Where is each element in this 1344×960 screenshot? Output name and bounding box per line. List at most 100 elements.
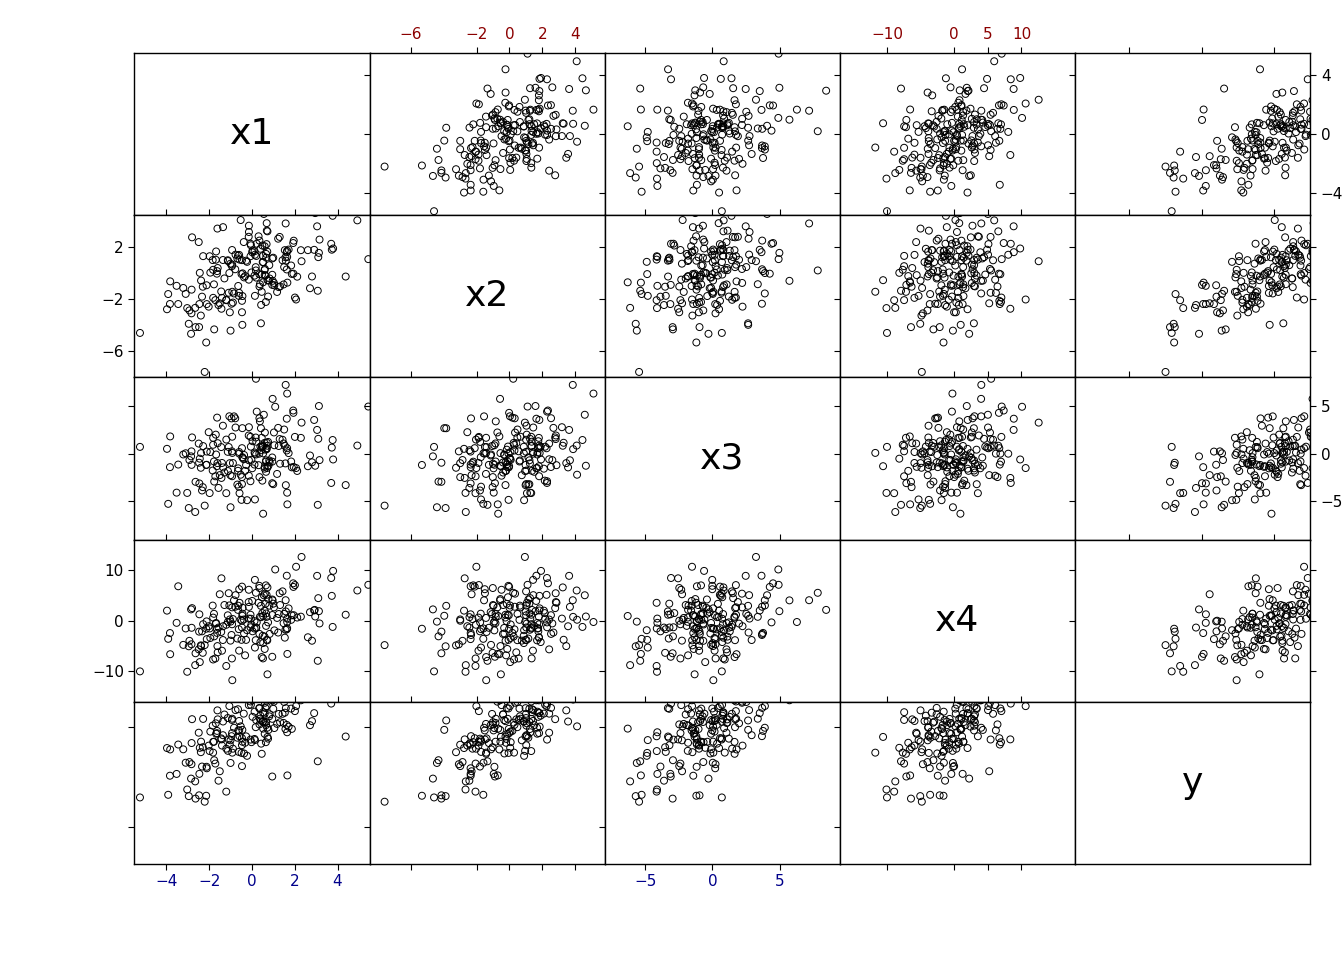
Point	[687, 178, 708, 193]
Point	[688, 139, 710, 155]
Point	[520, 160, 542, 176]
Point	[521, 438, 543, 453]
Point	[723, 689, 745, 705]
Point	[285, 461, 306, 476]
Point	[953, 119, 974, 134]
Point	[953, 707, 974, 722]
Point	[980, 108, 1001, 123]
Point	[1258, 135, 1279, 151]
Point	[1285, 444, 1306, 460]
Point	[900, 479, 922, 494]
Point	[190, 460, 211, 475]
Point	[1293, 461, 1314, 476]
Point	[251, 238, 273, 253]
Point	[521, 136, 543, 152]
Point	[203, 753, 224, 768]
Point	[964, 271, 985, 286]
Point	[247, 595, 269, 611]
Point	[668, 133, 689, 149]
Point	[156, 740, 177, 756]
Point	[1312, 620, 1333, 636]
Point	[528, 726, 550, 741]
Point	[1282, 607, 1304, 622]
Point	[210, 468, 231, 483]
Point	[816, 631, 837, 646]
Point	[473, 409, 495, 424]
Point	[964, 409, 985, 424]
Point	[520, 486, 542, 501]
Point	[469, 483, 491, 498]
Point	[668, 717, 689, 732]
Point	[696, 132, 718, 148]
Point	[957, 301, 978, 317]
Point	[1255, 611, 1277, 626]
Point	[253, 407, 274, 422]
Point	[460, 632, 481, 647]
Point	[934, 773, 956, 788]
Point	[476, 140, 497, 156]
Point	[1241, 269, 1262, 284]
Point	[962, 138, 984, 154]
Point	[546, 688, 567, 704]
Point	[523, 135, 544, 151]
Point	[1321, 98, 1343, 113]
Point	[711, 586, 732, 601]
Point	[1340, 123, 1344, 138]
Point	[953, 288, 974, 303]
Point	[1274, 439, 1296, 454]
Point	[517, 591, 539, 607]
Point	[515, 608, 536, 623]
Point	[515, 707, 536, 722]
Point	[503, 437, 524, 452]
Point	[941, 244, 962, 259]
Point	[938, 468, 960, 484]
Point	[960, 719, 981, 734]
Point	[1314, 232, 1336, 248]
Point	[681, 244, 703, 259]
Point	[993, 98, 1015, 113]
Point	[692, 606, 714, 621]
Point	[481, 439, 503, 454]
Point	[245, 585, 266, 600]
Point	[536, 696, 558, 711]
Point	[219, 737, 241, 753]
Point	[538, 576, 559, 591]
Point	[234, 269, 255, 284]
Point	[519, 452, 540, 468]
Point	[941, 115, 962, 131]
Point	[1250, 457, 1271, 472]
Point	[942, 743, 964, 758]
Point	[504, 599, 526, 614]
Point	[559, 452, 581, 468]
Point	[902, 260, 923, 276]
Point	[468, 738, 489, 754]
Point	[1274, 260, 1296, 276]
Point	[462, 454, 484, 469]
Point	[708, 185, 730, 201]
Point	[251, 606, 273, 621]
Point	[540, 98, 562, 113]
Point	[1305, 243, 1327, 258]
Point	[282, 679, 304, 694]
Point	[277, 250, 298, 265]
Point	[888, 740, 910, 756]
Point	[958, 83, 980, 98]
Point	[1325, 129, 1344, 144]
Point	[474, 723, 496, 738]
Point	[972, 251, 993, 266]
Point	[977, 247, 999, 262]
Point	[219, 612, 241, 627]
Point	[984, 468, 1005, 484]
Point	[950, 460, 972, 475]
Point	[1250, 627, 1271, 642]
Point	[692, 598, 714, 613]
Point	[677, 743, 699, 758]
Point	[692, 755, 714, 770]
Point	[762, 98, 784, 113]
Point	[741, 728, 762, 743]
Point	[262, 277, 284, 293]
Point	[1236, 290, 1258, 305]
Point	[546, 428, 567, 444]
Point	[1257, 265, 1278, 280]
Point	[711, 120, 732, 135]
